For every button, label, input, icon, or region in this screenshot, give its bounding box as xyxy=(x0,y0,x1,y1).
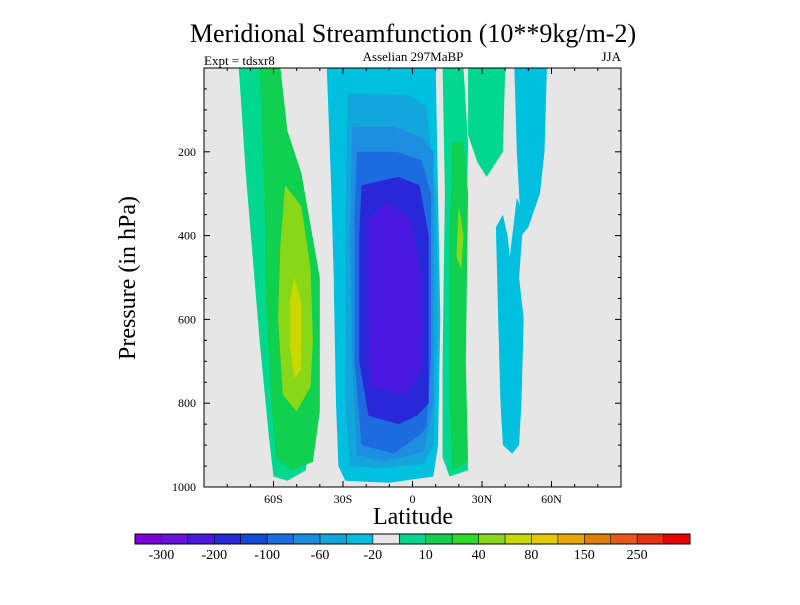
x-axis: 60S 30S 0 30N 60N xyxy=(226,68,599,506)
x-tick-label: 0 xyxy=(410,492,416,506)
x-tick-label: 30N xyxy=(472,492,493,506)
colorbar-swatch xyxy=(161,534,189,544)
colorbar-label: -300 xyxy=(149,548,175,563)
colorbar-swatch xyxy=(214,534,242,544)
x-tick-label: 60N xyxy=(541,492,562,506)
y-tick-label: 1000 xyxy=(172,480,196,494)
colorbar-swatch xyxy=(240,534,268,544)
y-axis-label: Pressure (in hPa) xyxy=(115,196,141,360)
colorbar-swatch xyxy=(610,534,638,544)
chart-title: Meridional Streamfunction (10**9kg/m-2) xyxy=(190,19,636,48)
colorbar-swatch xyxy=(557,534,585,544)
chart-subtitle-center: Asselian 297MaBP xyxy=(363,49,464,64)
colorbar-label: 10 xyxy=(419,548,433,563)
colorbar-label: 250 xyxy=(627,548,648,563)
y-tick-label: 600 xyxy=(178,312,196,326)
colorbar-label: 40 xyxy=(472,548,486,563)
colorbar-frame xyxy=(134,533,691,545)
colorbar-swatch xyxy=(637,534,664,544)
colorbar-label: 150 xyxy=(574,548,595,563)
y-axis: 200 400 600 800 1000 xyxy=(172,88,621,494)
colorbar-label: -60 xyxy=(311,548,330,563)
colorbar-swatch xyxy=(425,534,453,544)
x-tick-label: 30S xyxy=(334,492,353,506)
colorbar-swatch xyxy=(478,534,506,544)
colorbar-swatch xyxy=(505,534,532,544)
colorbar-swatch xyxy=(584,534,612,544)
colorbar-swatch xyxy=(267,534,294,544)
colorbar-swatch xyxy=(372,534,400,544)
chart-subtitle-right: JJA xyxy=(601,49,621,64)
contour-region-nh-upper-neg xyxy=(514,68,547,236)
x-axis-label: Latitude xyxy=(373,504,453,530)
contour-region-nh-lower-neg xyxy=(495,197,524,454)
chart-subtitle-left: Expt = tdsxr8 xyxy=(204,53,275,68)
colorbar-swatch xyxy=(187,534,215,544)
colorbar: -300 -200 -100 -60 -20 10 40 80 150 250 xyxy=(134,533,691,563)
colorbar-swatch xyxy=(135,534,162,544)
y-tick-label: 800 xyxy=(178,396,196,410)
contour-region-hadley-core xyxy=(368,202,422,395)
colorbar-label: -100 xyxy=(254,548,280,563)
colorbar-swatch xyxy=(531,534,559,544)
colorbar-label: 80 xyxy=(524,548,538,563)
contour-region-nh-cell-40 xyxy=(449,141,469,471)
contour-regions xyxy=(238,68,547,483)
colorbar-swatch xyxy=(399,534,427,544)
y-tick-label: 200 xyxy=(178,145,196,159)
colorbar-swatch xyxy=(293,534,321,544)
contour-region-nh-cell-80 xyxy=(456,206,464,270)
contour-region-nh-upper-10 xyxy=(468,68,506,177)
colorbar-label: -20 xyxy=(364,548,383,563)
colorbar-swatch xyxy=(320,534,347,544)
y-tick-label: 400 xyxy=(178,229,196,243)
colorbar-swatch xyxy=(346,534,374,544)
colorbar-label: -200 xyxy=(201,548,227,563)
colorbar-swatch xyxy=(663,534,691,544)
contour-region-sh-cell-core xyxy=(289,277,302,379)
x-tick-label: 60S xyxy=(264,492,283,506)
colorbar-swatch xyxy=(452,534,479,544)
